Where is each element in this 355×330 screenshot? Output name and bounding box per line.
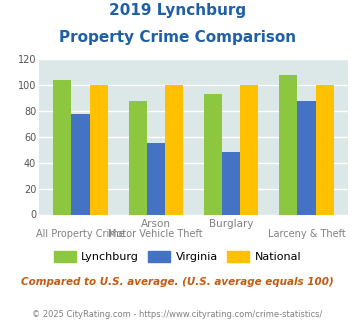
Text: Compared to U.S. average. (U.S. average equals 100): Compared to U.S. average. (U.S. average … bbox=[21, 277, 334, 287]
Bar bbox=[89, 85, 108, 214]
Text: Motor Vehicle Theft: Motor Vehicle Theft bbox=[109, 229, 203, 239]
Text: All Property Crime: All Property Crime bbox=[36, 229, 125, 239]
Legend: Lynchburg, Virginia, National: Lynchburg, Virginia, National bbox=[49, 247, 306, 267]
Bar bbox=[147, 144, 165, 214]
Bar bbox=[279, 75, 297, 214]
Text: Property Crime Comparison: Property Crime Comparison bbox=[59, 30, 296, 45]
Text: Larceny & Theft: Larceny & Theft bbox=[268, 229, 345, 239]
Bar bbox=[222, 152, 240, 214]
Bar bbox=[71, 114, 89, 214]
Bar bbox=[53, 80, 71, 214]
Text: 2019 Lynchburg: 2019 Lynchburg bbox=[109, 3, 246, 18]
Text: © 2025 CityRating.com - https://www.cityrating.com/crime-statistics/: © 2025 CityRating.com - https://www.city… bbox=[32, 310, 323, 319]
Text: Arson: Arson bbox=[141, 219, 171, 229]
Text: Burglary: Burglary bbox=[209, 219, 253, 229]
Bar bbox=[165, 85, 183, 214]
Bar bbox=[240, 85, 258, 214]
Bar bbox=[297, 101, 316, 214]
Bar bbox=[316, 85, 334, 214]
Bar bbox=[129, 101, 147, 214]
Bar bbox=[204, 94, 222, 214]
